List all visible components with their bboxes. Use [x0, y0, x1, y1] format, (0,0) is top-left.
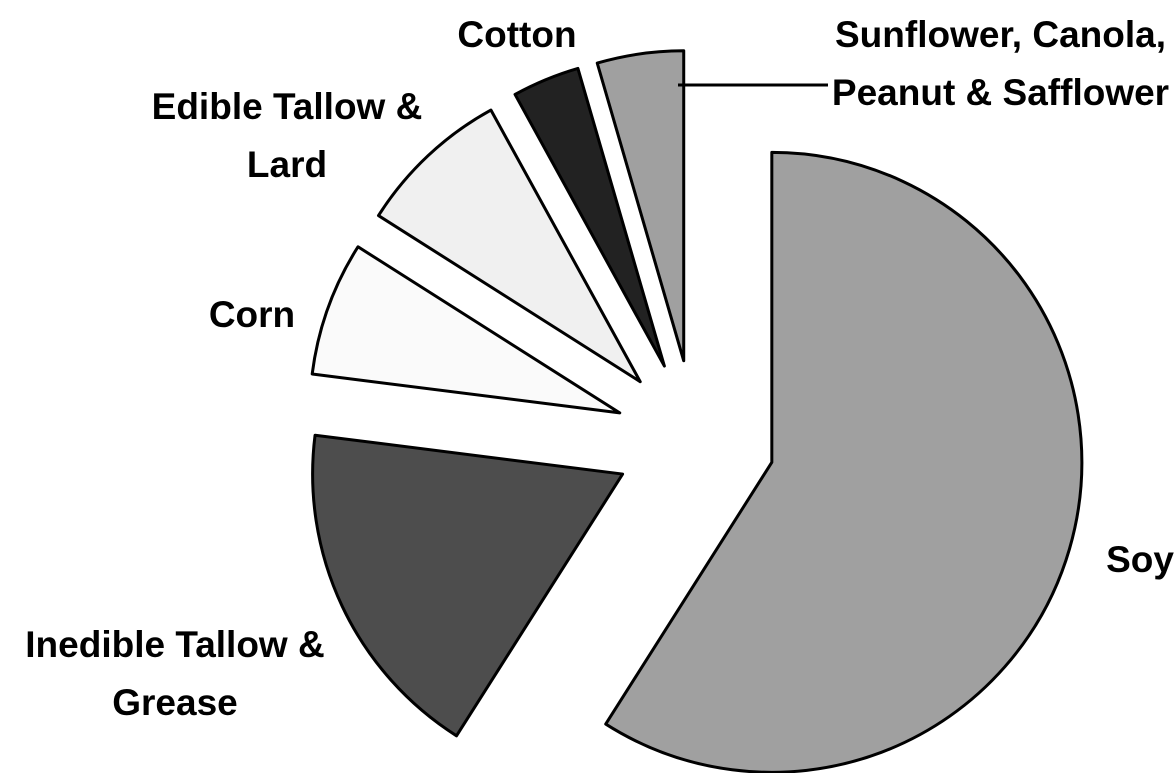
pie-slice — [376, 108, 642, 384]
pie-slice — [604, 150, 1084, 773]
slice-label: Corn — [208, 294, 296, 335]
slice-label: Inedible Tallow & Grease — [25, 624, 325, 723]
pie-slice — [513, 66, 666, 368]
slice-label: Cotton — [457, 14, 577, 55]
pie-slice — [311, 433, 625, 738]
slice-label: Soy — [1106, 539, 1174, 580]
pie-slice — [310, 245, 622, 415]
slice-label: Edible Tallow & Lard — [151, 86, 423, 185]
pie-slice — [595, 49, 686, 363]
slice-label: Sunflower, Canola, Peanut & Safflower — [831, 14, 1170, 113]
